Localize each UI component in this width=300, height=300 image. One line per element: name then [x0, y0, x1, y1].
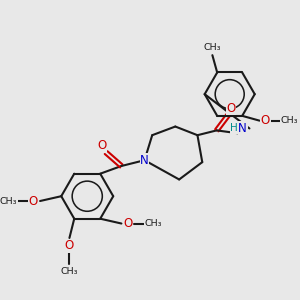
Text: H: H	[230, 124, 238, 134]
Text: N: N	[140, 154, 149, 167]
Text: O: O	[98, 139, 107, 152]
Text: CH₃: CH₃	[0, 196, 17, 206]
Text: CH₃: CH₃	[61, 267, 78, 276]
Text: CH₃: CH₃	[280, 116, 298, 125]
Text: CH₃: CH₃	[204, 43, 221, 52]
Text: O: O	[226, 102, 236, 115]
Text: N: N	[238, 122, 247, 135]
Text: O: O	[124, 217, 133, 230]
Text: O: O	[261, 114, 270, 127]
Text: O: O	[65, 239, 74, 252]
Text: O: O	[29, 194, 38, 208]
Text: CH₃: CH₃	[144, 219, 162, 228]
